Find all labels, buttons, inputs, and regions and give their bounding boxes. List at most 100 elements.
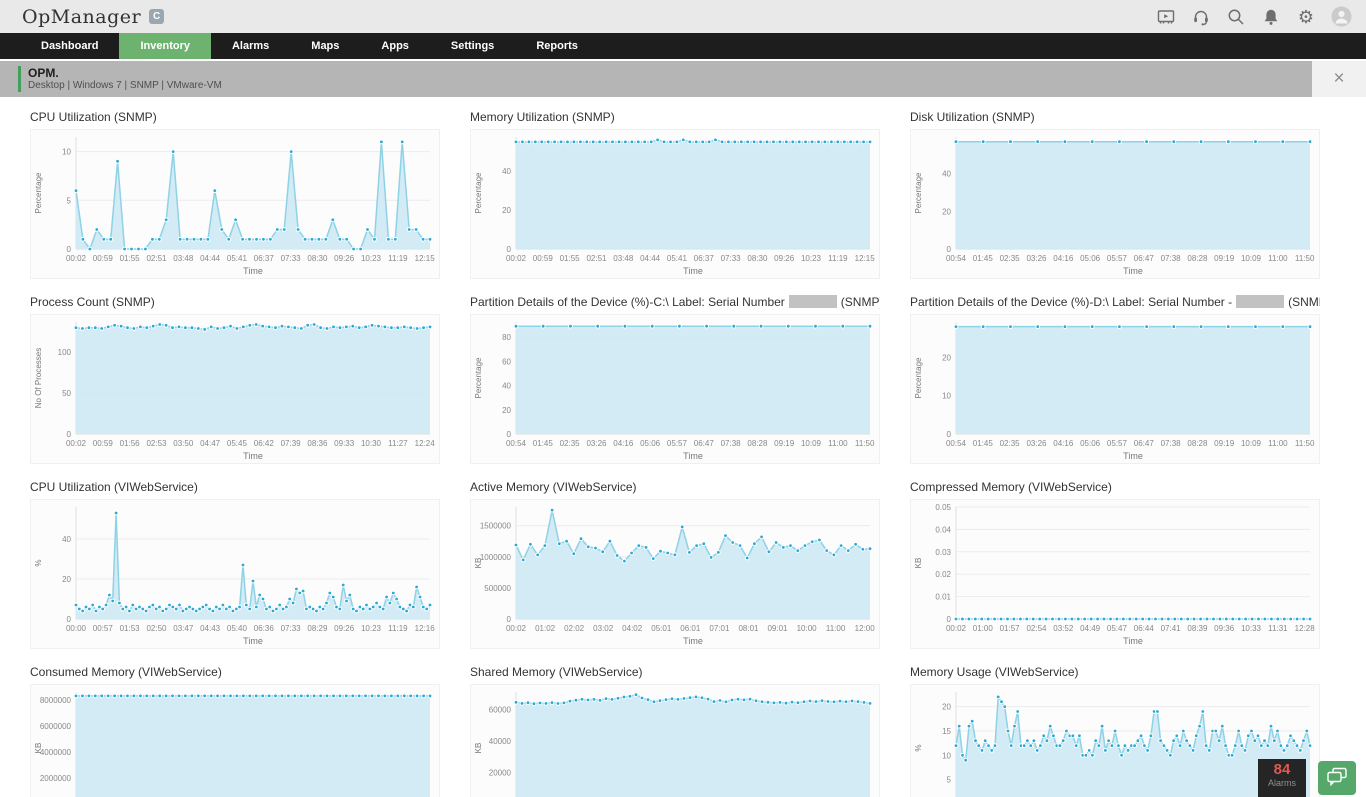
svg-text:20: 20	[942, 353, 951, 362]
bell-icon[interactable]	[1260, 6, 1282, 28]
app-logo[interactable]: OpManager	[22, 5, 142, 28]
chart-title: Active Memory (VIWebService)	[470, 480, 637, 494]
svg-text:Percentage: Percentage	[34, 172, 43, 213]
svg-text:15: 15	[942, 727, 951, 736]
svg-text:08:30: 08:30	[307, 254, 328, 263]
svg-text:02:54: 02:54	[1026, 624, 1047, 633]
svg-text:No Of Processes: No Of Processes	[34, 348, 43, 408]
svg-text:00:02: 00:02	[66, 254, 87, 263]
svg-text:08:36: 08:36	[307, 439, 328, 448]
chart-partition-d-snmp: 0 10 20 00:54 01:45 02:35 03:26 04:16 05:06 05:57…	[910, 314, 1320, 464]
svg-text:11:00: 11:00	[828, 439, 848, 448]
svg-text:05:57: 05:57	[1107, 254, 1128, 263]
svg-text:Percentage: Percentage	[914, 172, 923, 213]
svg-text:40: 40	[62, 535, 71, 544]
chart-grid: CPU Utilization (SNMP) 0 5 10 00:02 00:59 01:…	[0, 97, 1366, 797]
svg-text:10:33: 10:33	[1241, 624, 1262, 633]
svg-text:06:42: 06:42	[254, 439, 275, 448]
alarms-badge[interactable]: 84 Alarms	[1258, 759, 1306, 797]
svg-text:%: %	[914, 744, 923, 751]
svg-text:11:19: 11:19	[388, 254, 408, 263]
svg-text:09:36: 09:36	[1214, 624, 1235, 633]
nav-tab-apps[interactable]: Apps	[381, 40, 409, 52]
svg-text:05:01: 05:01	[651, 624, 672, 633]
nav-tab-reports[interactable]: Reports	[536, 40, 578, 52]
search-icon[interactable]	[1225, 6, 1247, 28]
chart-title: Consumed Memory (VIWebService)	[30, 665, 222, 679]
svg-text:0.05: 0.05	[935, 503, 951, 512]
svg-text:5: 5	[67, 196, 72, 205]
svg-text:Time: Time	[683, 451, 703, 461]
svg-text:00:59: 00:59	[533, 254, 554, 263]
chart-card: Shared Memory (VIWebService) 02000040000…	[470, 663, 880, 797]
svg-text:03:48: 03:48	[173, 254, 194, 263]
svg-text:6000000: 6000000	[40, 722, 72, 731]
svg-text:02:50: 02:50	[146, 624, 167, 633]
svg-text:11:19: 11:19	[828, 254, 848, 263]
chart-title: Memory Usage (VIWebService)	[910, 665, 1079, 679]
chart-card: CPU Utilization (SNMP) 0 5 10 00:02 00:59 01:…	[30, 108, 440, 279]
svg-text:02:51: 02:51	[146, 254, 167, 263]
svg-text:12:28: 12:28	[1295, 624, 1316, 633]
svg-text:06:47: 06:47	[694, 439, 715, 448]
svg-text:02:35: 02:35	[1000, 439, 1021, 448]
svg-text:20: 20	[942, 703, 951, 712]
svg-text:Time: Time	[243, 266, 263, 276]
svg-text:0: 0	[947, 245, 952, 254]
chart-title: Disk Utilization (SNMP)	[910, 110, 1035, 124]
svg-text:0: 0	[507, 430, 512, 439]
nav-tab-maps[interactable]: Maps	[311, 40, 340, 52]
svg-text:20: 20	[62, 575, 71, 584]
svg-text:5: 5	[947, 776, 952, 785]
svg-text:09:26: 09:26	[774, 254, 795, 263]
chart-card: Process Count (SNMP) 0 50 100 00:02 00:59 01:…	[30, 293, 440, 464]
svg-text:04:44: 04:44	[640, 254, 661, 263]
svg-text:06:37: 06:37	[694, 254, 715, 263]
svg-text:KB: KB	[914, 558, 923, 569]
svg-text:01:02: 01:02	[535, 624, 556, 633]
svg-text:20: 20	[502, 406, 511, 415]
headset-icon[interactable]	[1190, 6, 1212, 28]
svg-text:03:26: 03:26	[1026, 254, 1047, 263]
svg-text:40: 40	[502, 382, 511, 391]
svg-text:02:35: 02:35	[1000, 254, 1021, 263]
svg-text:10:30: 10:30	[361, 439, 382, 448]
svg-text:%: %	[34, 559, 43, 566]
svg-text:05:57: 05:57	[667, 439, 688, 448]
chat-button[interactable]	[1318, 761, 1356, 795]
svg-text:50: 50	[62, 389, 71, 398]
gear-icon[interactable]: ⚙	[1297, 6, 1315, 27]
svg-text:08:01: 08:01	[738, 624, 759, 633]
svg-text:00:02: 00:02	[66, 439, 87, 448]
svg-text:10:23: 10:23	[361, 254, 382, 263]
svg-text:03:48: 03:48	[613, 254, 634, 263]
close-icon[interactable]: ×	[1312, 61, 1366, 97]
svg-text:Time: Time	[1123, 451, 1143, 461]
chart-card: Memory Usage (VIWebService) 05101520Time…	[910, 663, 1320, 797]
svg-text:07:41: 07:41	[1161, 624, 1182, 633]
svg-text:01:45: 01:45	[533, 439, 554, 448]
svg-text:01:55: 01:55	[560, 254, 581, 263]
nav-tab-settings[interactable]: Settings	[450, 40, 495, 52]
nav-tab-inventory[interactable]: Inventory	[119, 33, 211, 59]
svg-text:00:02: 00:02	[946, 624, 967, 633]
chat-bubbles-icon	[1325, 765, 1349, 792]
logo-c-badge: C	[149, 9, 165, 24]
svg-text:03:02: 03:02	[593, 624, 614, 633]
svg-text:11:50: 11:50	[1295, 254, 1315, 263]
chart-partition-c-snmp: 0 20 40 60 80 00:54 01:45 02:35 03:26 04:16 05:06 0…	[470, 314, 880, 464]
svg-text:05:06: 05:06	[1080, 439, 1101, 448]
user-avatar-icon[interactable]	[1330, 6, 1352, 28]
svg-text:01:45: 01:45	[973, 439, 994, 448]
nav-tab-alarms[interactable]: Alarms	[231, 40, 270, 52]
svg-text:10:00: 10:00	[797, 624, 818, 633]
presentation-icon[interactable]	[1155, 6, 1177, 28]
svg-text:Time: Time	[683, 636, 703, 646]
svg-text:11:00: 11:00	[826, 624, 846, 633]
svg-text:04:16: 04:16	[1053, 439, 1074, 448]
svg-text:03:52: 03:52	[1053, 624, 1074, 633]
svg-text:0.01: 0.01	[935, 593, 951, 602]
svg-text:01:57: 01:57	[1000, 624, 1021, 633]
nav-tab-dashboard[interactable]: Dashboard	[41, 40, 99, 52]
chart-title: Partition Details of the Device (%)-C:\ …	[470, 295, 880, 309]
